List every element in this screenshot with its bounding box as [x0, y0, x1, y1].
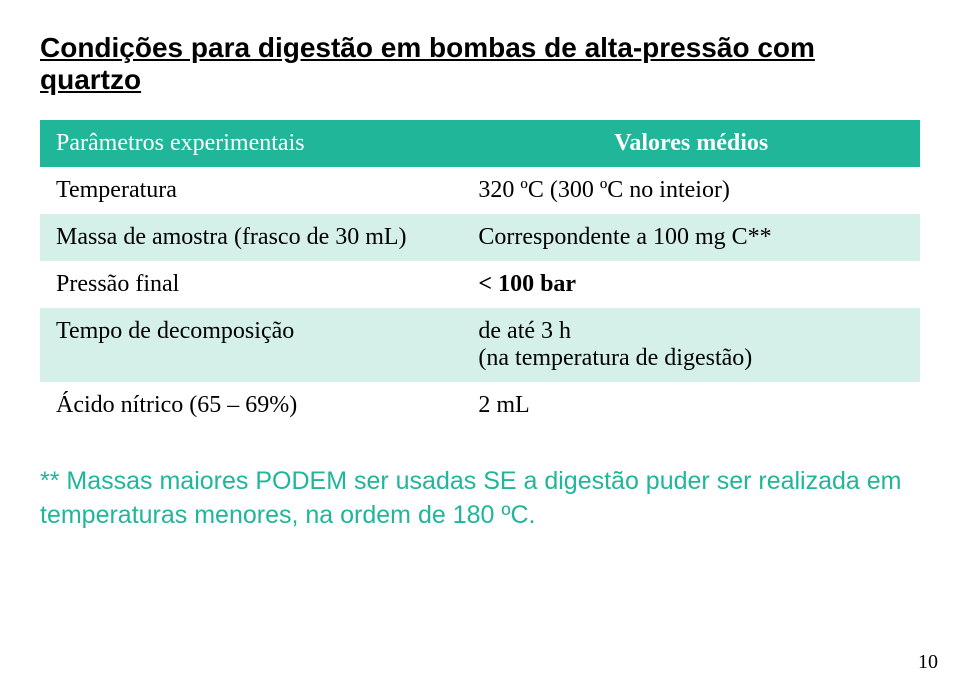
- cell-right: 2 mL: [462, 382, 920, 429]
- cell-left: Temperatura: [40, 167, 462, 214]
- footnote: ** Massas maiores PODEM ser usadas SE a …: [40, 465, 920, 533]
- page-title: Condições para digestão em bombas de alt…: [40, 32, 920, 96]
- cell-left: Ácido nítrico (65 – 69%): [40, 382, 462, 429]
- cell-left: Pressão final: [40, 261, 462, 308]
- cell-right: < 100 bar: [462, 261, 920, 308]
- page-number: 10: [918, 651, 938, 674]
- table-row: Pressão final < 100 bar: [40, 261, 920, 308]
- col-header-right: Valores médios: [462, 120, 920, 167]
- cell-right: Correspondente a 100 mg C**: [462, 214, 920, 261]
- table-row: Tempo de decomposição de até 3 h (na tem…: [40, 308, 920, 382]
- cell-right: 320 ºC (300 ºC no inteior): [462, 167, 920, 214]
- col-header-left: Parâmetros experimentais: [40, 120, 462, 167]
- parameters-table: Parâmetros experimentais Valores médios …: [40, 120, 920, 429]
- table-row: Massa de amostra (frasco de 30 mL) Corre…: [40, 214, 920, 261]
- table-row: Ácido nítrico (65 – 69%) 2 mL: [40, 382, 920, 429]
- cell-left: Tempo de decomposição: [40, 308, 462, 382]
- cell-left: Massa de amostra (frasco de 30 mL): [40, 214, 462, 261]
- table-header-row: Parâmetros experimentais Valores médios: [40, 120, 920, 167]
- cell-right: de até 3 h (na temperatura de digestão): [462, 308, 920, 382]
- table-row: Temperatura 320 ºC (300 ºC no inteior): [40, 167, 920, 214]
